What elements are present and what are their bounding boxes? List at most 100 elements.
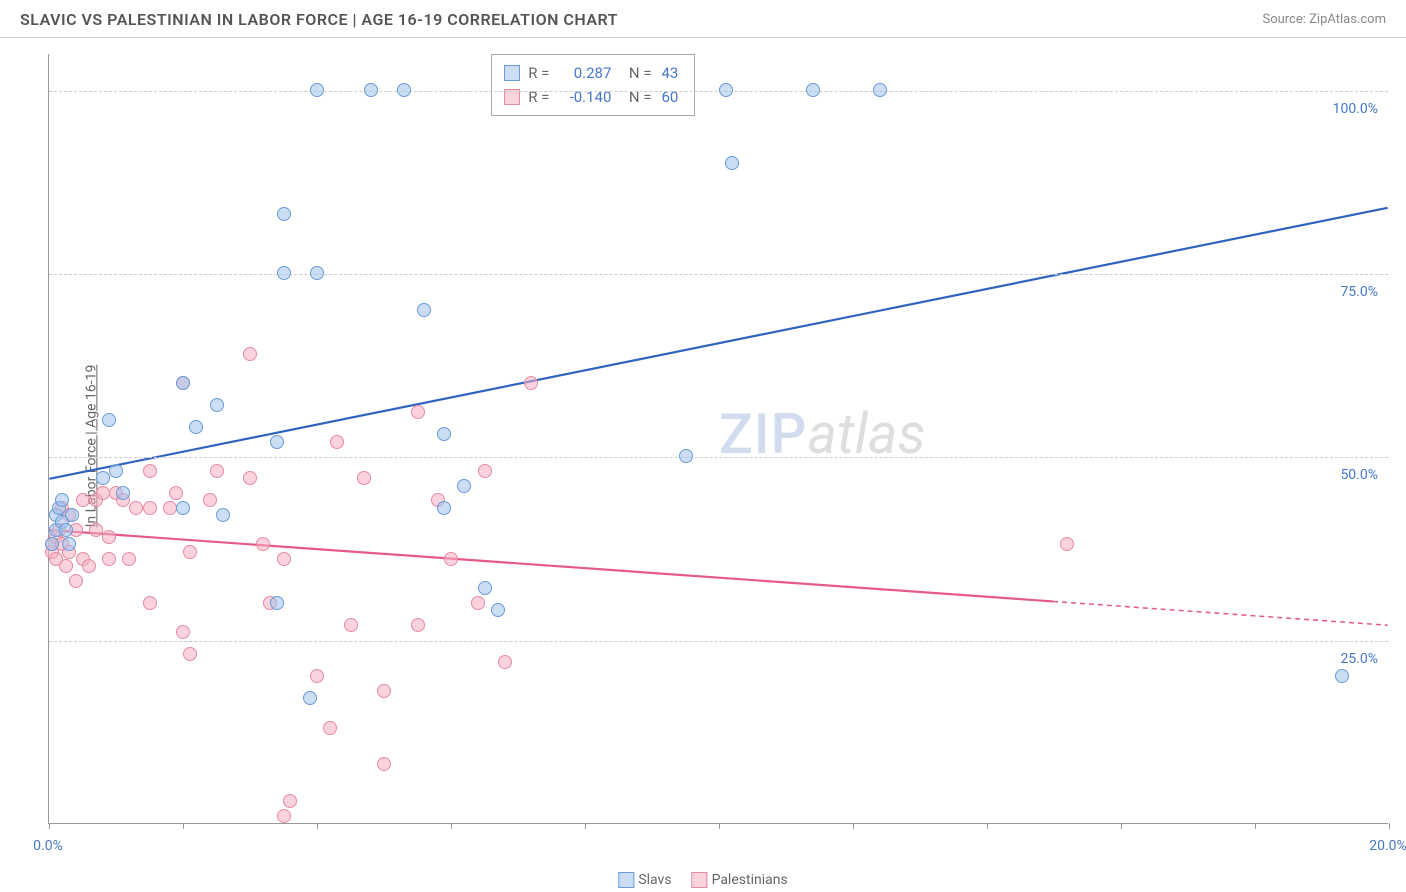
legend-label: Palestinians	[712, 872, 788, 888]
trend-line	[49, 208, 1387, 479]
scatter-point	[176, 625, 190, 639]
scatter-point	[457, 479, 471, 493]
scatter-point	[256, 537, 270, 551]
scatter-point	[210, 398, 224, 412]
scatter-point	[310, 669, 324, 683]
scatter-point	[69, 574, 83, 588]
scatter-point	[377, 757, 391, 771]
scatter-point	[270, 435, 284, 449]
scatter-point	[183, 545, 197, 559]
legend-r-value: -0.140	[559, 85, 611, 109]
scatter-point	[109, 464, 123, 478]
scatter-point	[76, 493, 90, 507]
scatter-point	[330, 435, 344, 449]
scatter-point	[59, 559, 73, 573]
scatter-point	[102, 530, 116, 544]
x-tick-label: 0.0%	[33, 838, 63, 854]
scatter-point	[310, 83, 324, 97]
scatter-point	[444, 552, 458, 566]
scatter-point	[216, 508, 230, 522]
scatter-point	[96, 486, 110, 500]
scatter-point	[437, 427, 451, 441]
legend-label: Slavs	[638, 872, 671, 888]
scatter-point	[183, 647, 197, 661]
legend-swatch	[618, 872, 634, 888]
scatter-point	[524, 376, 538, 390]
scatter-point	[96, 471, 110, 485]
scatter-point	[498, 655, 512, 669]
x-tick	[987, 823, 988, 829]
x-tick	[1255, 823, 1256, 829]
x-tick-label: 20.0%	[1369, 838, 1406, 854]
scatter-point	[377, 684, 391, 698]
legend-n-value: 60	[662, 85, 679, 109]
legend-r-value: 0.287	[559, 61, 611, 85]
scatter-point	[169, 486, 183, 500]
y-tick-label: 50.0%	[1340, 467, 1378, 483]
scatter-point	[417, 303, 431, 317]
x-tick	[1121, 823, 1122, 829]
scatter-point	[163, 501, 177, 515]
scatter-point	[310, 266, 324, 280]
scatter-point	[243, 347, 257, 361]
trend-line	[49, 530, 1053, 601]
scatter-point	[397, 83, 411, 97]
y-tick-label: 75.0%	[1340, 284, 1378, 300]
trend-line-extrapolated	[1053, 601, 1388, 625]
scatter-point	[344, 618, 358, 632]
legend-swatch	[692, 872, 708, 888]
gridline	[49, 457, 1388, 458]
series-legend: Slavs Palestinians	[618, 872, 787, 888]
scatter-point	[283, 794, 297, 808]
scatter-point	[725, 156, 739, 170]
scatter-point	[65, 508, 79, 522]
scatter-point	[243, 471, 257, 485]
scatter-point	[143, 501, 157, 515]
x-tick	[317, 823, 318, 829]
scatter-point	[277, 207, 291, 221]
scatter-point	[176, 376, 190, 390]
scatter-point	[89, 523, 103, 537]
legend-n-label: N =	[621, 85, 651, 109]
legend-row: R = -0.140 N = 60	[504, 85, 682, 109]
legend-item: Palestinians	[692, 872, 788, 888]
legend-n-label: N =	[621, 61, 651, 85]
scatter-point	[357, 471, 371, 485]
trend-lines-layer	[49, 54, 1388, 823]
scatter-point	[679, 449, 693, 463]
legend-swatch	[504, 65, 520, 81]
scatter-point	[437, 501, 451, 515]
correlation-stats-legend: R = 0.287 N = 43R = -0.140 N = 60	[491, 54, 695, 116]
scatter-point	[143, 464, 157, 478]
legend-n-value: 43	[662, 61, 679, 85]
scatter-point	[189, 420, 203, 434]
chart-source: Source: ZipAtlas.com	[1262, 12, 1386, 27]
legend-r-label: R =	[528, 85, 549, 109]
scatter-point	[471, 596, 485, 610]
scatter-point	[122, 552, 136, 566]
scatter-point	[277, 266, 291, 280]
scatter-point	[873, 83, 887, 97]
scatter-point	[210, 464, 224, 478]
scatter-point	[102, 552, 116, 566]
scatter-point	[303, 691, 317, 705]
gridline	[49, 274, 1388, 275]
scatter-point	[270, 596, 284, 610]
scatter-point	[129, 501, 143, 515]
chart-title: SLAVIC VS PALESTINIAN IN LABOR FORCE | A…	[20, 10, 618, 29]
scatter-point	[59, 523, 73, 537]
scatter-point	[478, 581, 492, 595]
chart-header: SLAVIC VS PALESTINIAN IN LABOR FORCE | A…	[0, 0, 1406, 38]
y-tick-label: 25.0%	[1340, 651, 1378, 667]
scatter-point	[323, 721, 337, 735]
scatter-point	[1060, 537, 1074, 551]
scatter-point	[143, 596, 157, 610]
scatter-point	[491, 603, 505, 617]
scatter-point	[62, 537, 76, 551]
scatter-point	[411, 618, 425, 632]
scatter-point	[102, 413, 116, 427]
scatter-point	[203, 493, 217, 507]
scatter-point	[116, 486, 130, 500]
x-tick	[719, 823, 720, 829]
scatter-point	[277, 809, 291, 823]
